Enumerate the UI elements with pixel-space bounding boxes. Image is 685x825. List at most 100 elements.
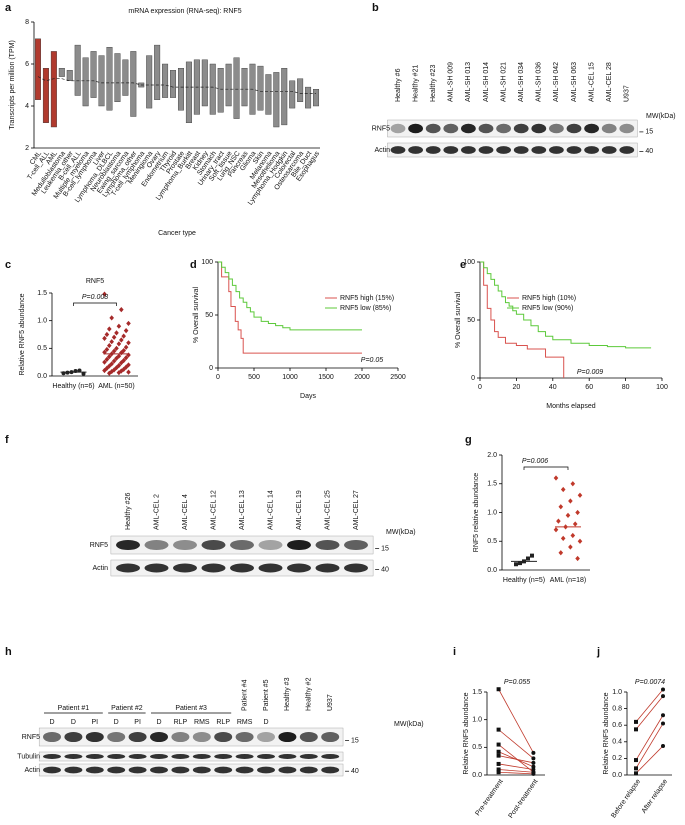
point (570, 532, 576, 539)
y-tick-label: 0.5 (472, 744, 482, 751)
band (584, 123, 599, 134)
mw-label: 40 (645, 148, 653, 155)
point (565, 512, 571, 518)
box (217, 67, 224, 113)
point (111, 358, 117, 364)
lane-label: PI (134, 719, 141, 726)
point (107, 370, 112, 376)
band (566, 123, 582, 134)
band (278, 731, 297, 743)
band (601, 146, 617, 154)
y-tick-label: 1.0 (37, 318, 47, 325)
x-tick-label: Post-treatment (507, 778, 539, 820)
lane-label: AML-SH 036 (536, 62, 543, 102)
band (461, 146, 476, 154)
point (121, 347, 126, 354)
y-tick-label: 0.0 (612, 772, 622, 779)
lane-label: AML-CEL 25 (324, 490, 331, 530)
band (173, 563, 197, 573)
panel-letter: a (5, 2, 12, 14)
point (109, 368, 114, 375)
point (553, 527, 559, 533)
box (50, 51, 57, 128)
point (102, 291, 107, 297)
pair-line (498, 744, 534, 773)
point (119, 368, 124, 374)
box (154, 44, 161, 100)
row-label: Tubulin (17, 753, 40, 760)
row-label: RNF5 (372, 125, 390, 132)
box (74, 44, 81, 96)
y-tick-label: 0 (209, 365, 213, 372)
box (305, 86, 312, 109)
band (287, 539, 311, 551)
y-tick-label: 0.2 (612, 755, 622, 762)
panel-letter: f (5, 434, 9, 446)
lane-label: Healthy #26 (125, 493, 132, 530)
box (265, 74, 272, 115)
y-tick-label: 1.5 (37, 290, 47, 297)
band (192, 766, 211, 774)
band (443, 123, 459, 134)
survival-curve (218, 261, 362, 354)
point (558, 504, 564, 510)
lane-label: D (263, 719, 268, 726)
group-label: Patient #3 (175, 705, 207, 712)
panel-letter: h (5, 646, 12, 658)
point (556, 518, 561, 524)
point (634, 719, 638, 724)
point (568, 498, 573, 504)
point (111, 348, 117, 354)
point (119, 307, 124, 313)
band (315, 539, 340, 551)
y-tick-label: 1.0 (612, 689, 622, 696)
group-label: Patient #5 (263, 679, 270, 711)
pair-line (635, 695, 664, 730)
pair-line (635, 745, 664, 774)
lane-label: AML-CEL 19 (296, 490, 303, 530)
box (233, 57, 240, 119)
point (119, 360, 124, 366)
y-tick-label: 50 (467, 317, 475, 324)
point (531, 764, 536, 769)
lane-label: D (114, 719, 119, 726)
box (297, 78, 304, 102)
band (619, 146, 635, 154)
p-value: P=0.008 (82, 294, 108, 301)
x-axis-label: Days (300, 393, 316, 400)
point (116, 362, 122, 369)
box (241, 67, 248, 107)
x-tick-label: AML (n=50) (98, 383, 135, 390)
x-tick-label: 0 (478, 384, 482, 391)
y-tick-label: 2.0 (487, 452, 497, 459)
point (514, 562, 518, 567)
box (201, 59, 208, 107)
band (85, 753, 104, 760)
point (526, 556, 530, 561)
band (214, 731, 233, 743)
band (85, 766, 104, 774)
band (425, 123, 441, 134)
pair-line (498, 689, 534, 754)
band (315, 563, 340, 573)
blot-strip (38, 763, 344, 777)
band (478, 146, 494, 154)
row-label: Actin (24, 767, 40, 774)
band (566, 146, 582, 154)
y-axis-label: % Overall survival (455, 292, 462, 348)
row-label: Actin (374, 147, 390, 154)
band (43, 753, 61, 760)
y-tick-label: 0.5 (37, 345, 47, 352)
pair-line (498, 729, 534, 759)
lane-label: AML-SH 042 (553, 62, 560, 102)
point (570, 481, 576, 487)
band (173, 539, 197, 551)
point (81, 371, 86, 376)
row-label: RNF5 (90, 542, 108, 549)
box (82, 57, 89, 107)
point (531, 750, 536, 755)
band (107, 731, 126, 743)
band (64, 753, 83, 760)
point (531, 767, 536, 772)
x-tick-label: 500 (248, 374, 260, 381)
